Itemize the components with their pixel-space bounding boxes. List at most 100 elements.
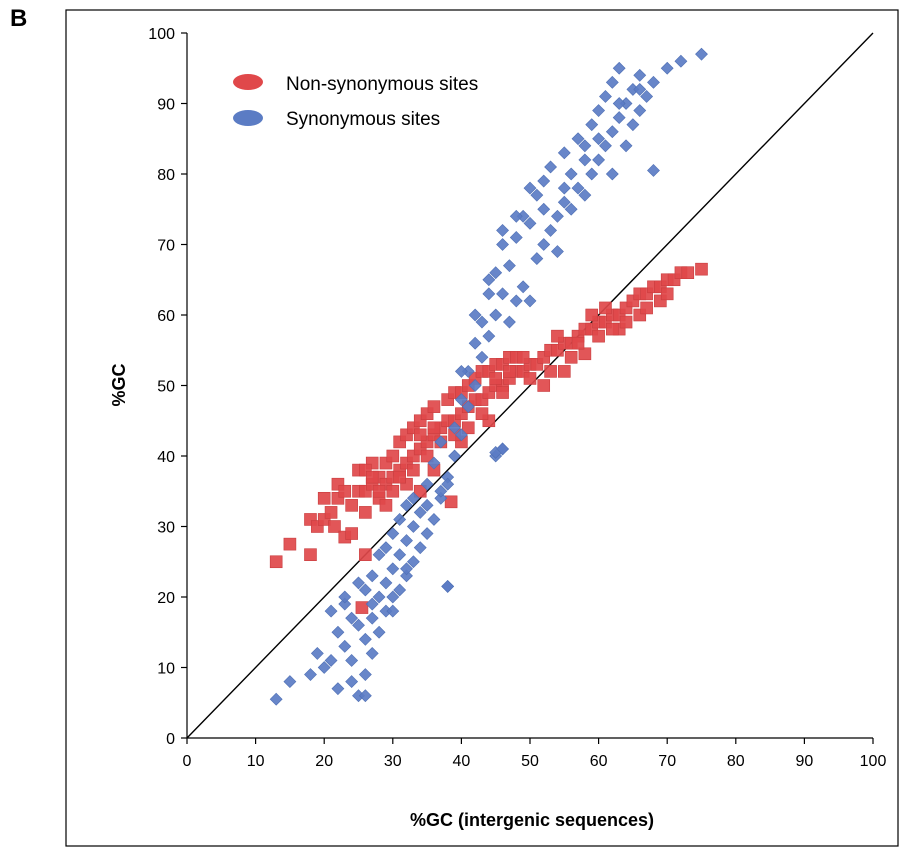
non-synonymous-point <box>338 484 352 498</box>
synonymous-point <box>358 668 372 681</box>
synonymous-point <box>420 527 434 540</box>
y-tick-label: 20 <box>157 590 175 607</box>
synonymous-point <box>557 195 571 209</box>
synonymous-point <box>434 484 448 498</box>
non-synonymous-point <box>379 499 393 512</box>
synonymous-point <box>393 513 407 526</box>
non-synonymous-point <box>407 463 420 477</box>
non-synonymous-point <box>606 322 619 336</box>
non-synonymous-point <box>317 491 331 505</box>
synonymous-point <box>544 223 558 237</box>
synonymous-point <box>406 555 420 569</box>
synonymous-point <box>530 188 544 202</box>
non-synonymous-point <box>523 372 537 385</box>
non-synonymous-point <box>386 484 400 498</box>
synonymous-point <box>372 590 386 604</box>
synonymous-point <box>365 597 379 611</box>
y-tick-label: 100 <box>148 26 175 43</box>
synonymous-point <box>496 238 509 251</box>
non-synonymous-point <box>345 527 358 540</box>
synonymous-point <box>578 153 592 167</box>
synonymous-point <box>468 336 482 350</box>
non-synonymous-point <box>359 506 372 519</box>
non-synonymous-point <box>619 315 633 329</box>
series-synonymous <box>269 47 708 706</box>
non-synonymous-point <box>564 350 578 364</box>
y-tick-label: 50 <box>157 379 175 396</box>
synonymous-point <box>331 625 345 639</box>
synonymous-point <box>386 527 400 540</box>
non-synonymous-point <box>660 287 674 301</box>
synonymous-point <box>454 393 468 407</box>
non-synonymous-point <box>324 506 338 519</box>
synonymous-point <box>352 576 365 590</box>
synonymous-point <box>454 364 468 378</box>
synonymous-point <box>365 646 379 660</box>
plot-area: 0 10 20 30 40 50 60 70 80 90 100 0 10 20 30 40 50 60 70 80… <box>148 26 886 770</box>
synonymous-point <box>454 428 468 442</box>
non-synonymous-point <box>283 537 297 551</box>
synonymous-point <box>365 611 379 625</box>
synonymous-point <box>283 675 297 689</box>
synonymous-point <box>489 308 503 322</box>
synonymous-point <box>599 90 612 103</box>
synonymous-point <box>386 562 400 576</box>
x-tick-label: 60 <box>590 753 608 770</box>
y-tick-label: 80 <box>157 167 175 184</box>
synonymous-point <box>482 329 496 343</box>
synonymous-point <box>393 548 407 562</box>
synonymous-point <box>358 632 372 646</box>
synonymous-point <box>571 181 585 195</box>
synonymous-point <box>633 104 647 117</box>
non-synonymous-point <box>427 400 441 413</box>
synonymous-point <box>647 75 660 89</box>
synonymous-point <box>605 75 619 89</box>
non-synonymous-point <box>359 548 372 562</box>
non-synonymous-point <box>681 266 695 280</box>
y-tick-label: 40 <box>157 449 175 466</box>
synonymous-point <box>400 498 413 512</box>
y-ticks: 0 10 20 30 40 50 60 70 80 90 100 <box>148 26 187 748</box>
synonymous-point <box>496 223 509 237</box>
non-synonymous-point <box>304 548 317 562</box>
non-synonymous-point <box>386 449 400 463</box>
synonymous-point <box>599 139 612 153</box>
legend: Non-synonymous sites Synonymous sites <box>233 74 478 130</box>
synonymous-point <box>406 520 420 533</box>
synonymous-point <box>640 90 654 103</box>
synonymous-point <box>482 287 496 301</box>
synonymous-point <box>393 583 407 597</box>
non-synonymous-point <box>503 365 516 378</box>
synonymous-point <box>564 167 578 181</box>
non-synonymous-point <box>461 421 475 435</box>
synonymous-point <box>324 604 338 618</box>
synonymous-point <box>441 580 455 593</box>
synonymous-point <box>509 294 523 308</box>
reference-line <box>186 32 874 739</box>
y-axis-title: %GC <box>109 363 129 406</box>
synonymous-point <box>592 132 606 146</box>
synonymous-point <box>345 654 359 667</box>
non-synonymous-point <box>578 347 592 361</box>
synonymous-point <box>400 569 413 583</box>
synonymous-point <box>509 231 523 244</box>
y-tick-label: 10 <box>157 661 175 678</box>
synonymous-point <box>413 541 427 555</box>
non-synonymous-point <box>444 495 458 509</box>
non-synonymous-point <box>420 449 434 463</box>
synonymous-point <box>489 266 503 280</box>
synonymous-point <box>304 668 317 681</box>
synonymous-point <box>448 421 461 435</box>
synonymous-point <box>660 61 674 75</box>
synonymous-point <box>352 618 365 632</box>
panel-label: B <box>10 5 27 32</box>
non-synonymous-point <box>413 484 427 498</box>
synonymous-point <box>338 597 352 611</box>
synonymous-point <box>427 513 441 526</box>
synonymous-point <box>441 477 455 491</box>
non-synonymous-point <box>496 386 509 399</box>
non-synonymous-point <box>489 372 503 385</box>
synonymous-point <box>612 111 626 125</box>
y-tick-label: 30 <box>157 520 175 537</box>
